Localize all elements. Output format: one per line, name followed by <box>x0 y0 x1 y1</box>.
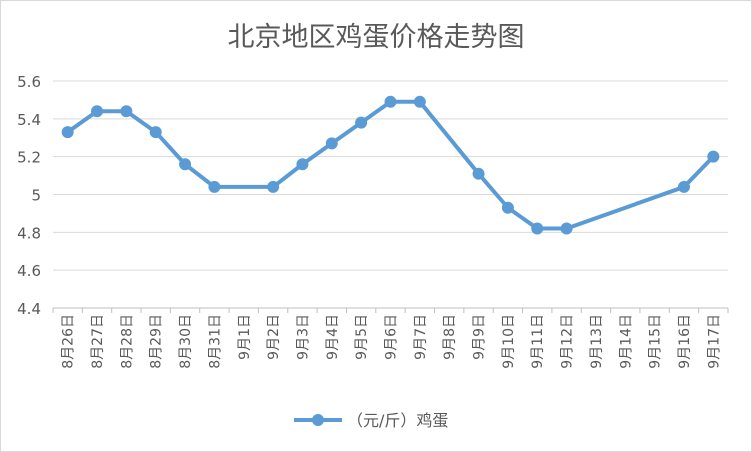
x-tick-label: 8月30日 <box>178 314 194 369</box>
data-point <box>501 201 514 214</box>
x-tick-label: 8月26日 <box>61 314 77 369</box>
series-group <box>61 95 720 235</box>
data-point <box>677 180 690 193</box>
data-point <box>531 222 544 235</box>
x-tick-label: 8月31日 <box>207 314 223 369</box>
y-tick-label: 4.8 <box>17 224 41 242</box>
data-point <box>325 137 338 150</box>
x-tick-label: 9月11日 <box>530 314 546 369</box>
y-tick-label: 4.6 <box>17 262 41 280</box>
data-point <box>707 150 720 163</box>
x-tick-label: 9月8日 <box>442 314 458 360</box>
y-tick-label: 5 <box>31 187 41 205</box>
legend-label: （元/斤）鸡蛋 <box>347 411 448 430</box>
data-point <box>472 167 485 180</box>
x-tick-label: 9月3日 <box>295 314 311 360</box>
x-tick-label: 9月4日 <box>325 314 341 360</box>
x-tick-label: 9月1日 <box>237 314 253 360</box>
x-tick-label: 8月29日 <box>149 314 165 369</box>
data-point <box>560 222 573 235</box>
x-tick-label: 8月27日 <box>90 314 106 369</box>
data-point <box>208 180 221 193</box>
legend-point-marker <box>312 414 324 426</box>
x-tick-label: 9月12日 <box>560 314 576 369</box>
x-tick-label: 9月7日 <box>413 314 429 360</box>
x-tick-label: 9月5日 <box>354 314 370 360</box>
legend: （元/斤）鸡蛋 <box>294 411 448 430</box>
y-tick-label: 4.4 <box>17 300 41 318</box>
data-point <box>61 126 74 139</box>
data-point <box>296 158 309 171</box>
y-axis-ticks: 4.4 4.6 4.8 5 5.2 5.4 5.6 <box>17 73 41 318</box>
x-tick-label: 9月16日 <box>677 314 693 369</box>
data-point <box>413 95 426 108</box>
data-point <box>120 105 133 118</box>
data-point <box>91 105 104 118</box>
x-tick-label: 9月17日 <box>706 314 722 369</box>
y-tick-label: 5.4 <box>17 111 41 129</box>
x-axis-ticks: 8月26日 8月27日 8月28日 8月29日 8月30日 8月31日 9月1日 9月2日 9月… <box>61 314 723 369</box>
series-line <box>65 99 716 231</box>
x-tick-label: 9月10日 <box>501 314 517 369</box>
data-point <box>149 126 162 139</box>
gridlines <box>53 80 728 271</box>
x-tick-label: 9月6日 <box>384 314 400 360</box>
data-point <box>384 95 397 108</box>
x-axis <box>52 307 729 313</box>
x-tick-label: 9月13日 <box>589 314 605 369</box>
x-tick-label: 9月2日 <box>266 314 282 360</box>
x-tick-label: 8月28日 <box>119 314 135 369</box>
x-tick-label: 9月9日 <box>472 314 488 360</box>
data-point <box>355 116 368 129</box>
y-tick-label: 5.6 <box>17 73 41 91</box>
x-tick-label: 9月15日 <box>648 314 664 369</box>
chart-title: 北京地区鸡蛋价格走势图 <box>228 22 525 53</box>
y-tick-label: 5.2 <box>17 149 41 167</box>
data-point <box>267 180 280 193</box>
data-point <box>179 158 192 171</box>
x-tick-label: 9月14日 <box>618 314 634 369</box>
